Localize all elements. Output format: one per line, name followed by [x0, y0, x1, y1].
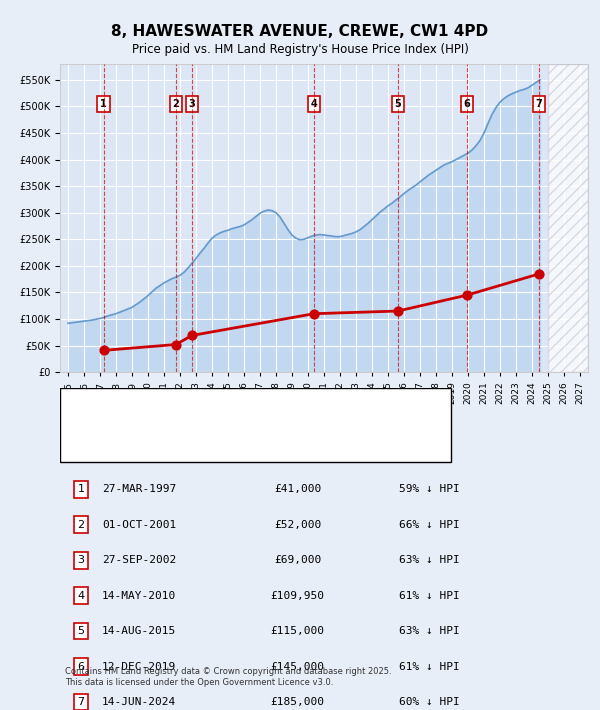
Text: 3: 3: [77, 555, 85, 565]
Point: [171, 339, 181, 350]
Text: 63% ↓ HPI: 63% ↓ HPI: [399, 626, 460, 636]
Text: 5: 5: [77, 626, 85, 636]
Text: 2: 2: [77, 520, 85, 530]
Text: 4: 4: [311, 99, 317, 109]
Text: 5: 5: [395, 99, 401, 109]
Text: 7: 7: [536, 99, 542, 109]
Text: 59% ↓ HPI: 59% ↓ HPI: [399, 484, 460, 494]
Text: £69,000: £69,000: [274, 555, 321, 565]
Text: 4: 4: [77, 591, 85, 601]
Point: [187, 329, 197, 341]
Point: [99, 344, 109, 356]
Text: £52,000: £52,000: [274, 520, 321, 530]
Text: 12-DEC-2019: 12-DEC-2019: [102, 662, 176, 672]
Text: 61% ↓ HPI: 61% ↓ HPI: [399, 591, 460, 601]
Text: 27-SEP-2002: 27-SEP-2002: [102, 555, 176, 565]
Text: 66% ↓ HPI: 66% ↓ HPI: [399, 520, 460, 530]
Bar: [548, 64, 588, 372]
Text: £115,000: £115,000: [271, 626, 325, 636]
Point: [463, 290, 472, 301]
Text: Price paid vs. HM Land Registry's House Price Index (HPI): Price paid vs. HM Land Registry's House …: [131, 43, 469, 56]
Text: 60% ↓ HPI: 60% ↓ HPI: [399, 697, 460, 707]
Text: 1: 1: [100, 99, 107, 109]
Text: 6: 6: [77, 662, 85, 672]
Text: 2: 2: [173, 99, 179, 109]
Text: £109,950: £109,950: [271, 591, 325, 601]
Text: 27-MAR-1997: 27-MAR-1997: [102, 484, 176, 494]
Text: 8, HAWESWATER AVENUE, CREWE, CW1 4PD: 8, HAWESWATER AVENUE, CREWE, CW1 4PD: [112, 24, 488, 40]
Text: 61% ↓ HPI: 61% ↓ HPI: [399, 662, 460, 672]
Point: [393, 305, 403, 317]
Text: Contains HM Land Registry data © Crown copyright and database right 2025.
This d: Contains HM Land Registry data © Crown c…: [65, 667, 392, 687]
Text: 63% ↓ HPI: 63% ↓ HPI: [399, 555, 460, 565]
Point: [309, 308, 319, 320]
Text: 7: 7: [77, 697, 85, 707]
Text: 1: 1: [77, 484, 85, 494]
Text: HPI: Average price, detached house, Cheshire East: HPI: Average price, detached house, Ches…: [118, 432, 383, 442]
Text: £185,000: £185,000: [271, 697, 325, 707]
Text: 6: 6: [464, 99, 470, 109]
Text: 14-MAY-2010: 14-MAY-2010: [102, 591, 176, 601]
Text: 14-AUG-2015: 14-AUG-2015: [102, 626, 176, 636]
Text: £145,000: £145,000: [271, 662, 325, 672]
Text: 01-OCT-2001: 01-OCT-2001: [102, 520, 176, 530]
Point: [535, 268, 544, 280]
Text: 3: 3: [188, 99, 195, 109]
FancyBboxPatch shape: [60, 388, 451, 462]
Text: 8, HAWESWATER AVENUE, CREWE, CW1 4PD (detached house): 8, HAWESWATER AVENUE, CREWE, CW1 4PD (de…: [118, 404, 444, 414]
Text: £41,000: £41,000: [274, 484, 321, 494]
Text: 14-JUN-2024: 14-JUN-2024: [102, 697, 176, 707]
